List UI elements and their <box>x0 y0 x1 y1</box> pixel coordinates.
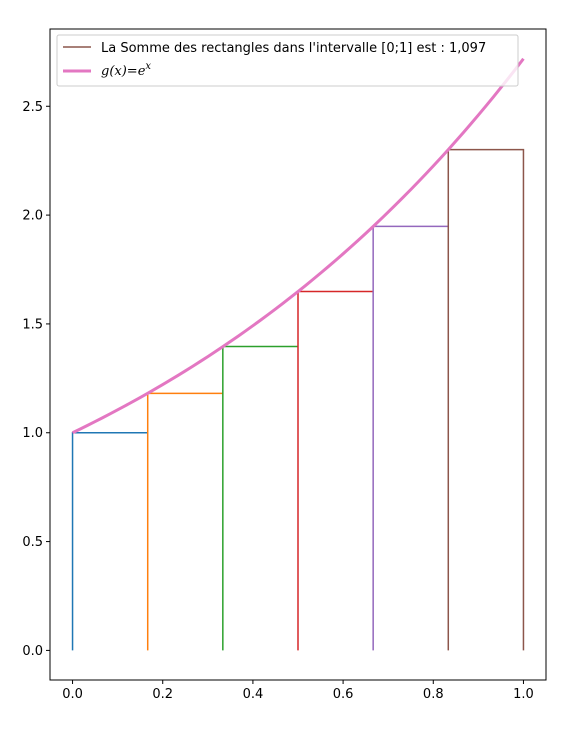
legend-label-curve: g(x)=ex <box>101 61 151 79</box>
x-tick-label-2: 0.4 <box>243 687 264 702</box>
x-tick-label-1: 0.2 <box>152 687 173 702</box>
y-tick-label-3: 1.5 <box>22 317 43 332</box>
rectangle-5 <box>447 148 525 651</box>
plot-frame <box>49 28 547 681</box>
y-tick-label-5: 2.5 <box>22 100 43 115</box>
curve-g-exp <box>71 57 525 435</box>
legend-box <box>56 34 519 87</box>
rectangle-0 <box>71 431 148 651</box>
y-tick-label-1: 0.5 <box>22 535 43 550</box>
x-tick-label-3: 0.6 <box>333 687 354 702</box>
rectangle-4 <box>372 225 449 651</box>
legend-label-rectangles: La Somme des rectangles dans l'intervall… <box>101 41 486 56</box>
x-tick-label-4: 0.8 <box>423 687 444 702</box>
y-tick-label-2: 1.0 <box>22 426 43 441</box>
rectangles-layer <box>71 148 525 651</box>
rectangle-1 <box>146 392 223 651</box>
x-axis: 0.0 0.2 0.4 0.6 0.8 1.0 <box>62 680 534 702</box>
y-tick-label-0: 0.0 <box>22 644 43 659</box>
x-tick-label-5: 1.0 <box>513 687 534 702</box>
rectangle-2 <box>222 345 298 651</box>
legend: La Somme des rectangles dans l'intervall… <box>56 34 519 87</box>
curve-layer <box>71 57 525 435</box>
x-tick-label-0: 0.0 <box>62 687 83 702</box>
rectangle-3 <box>297 290 374 651</box>
y-axis: 0.0 0.5 1.0 1.5 2.0 2.5 <box>22 100 50 659</box>
y-tick-label-4: 2.0 <box>22 209 43 224</box>
